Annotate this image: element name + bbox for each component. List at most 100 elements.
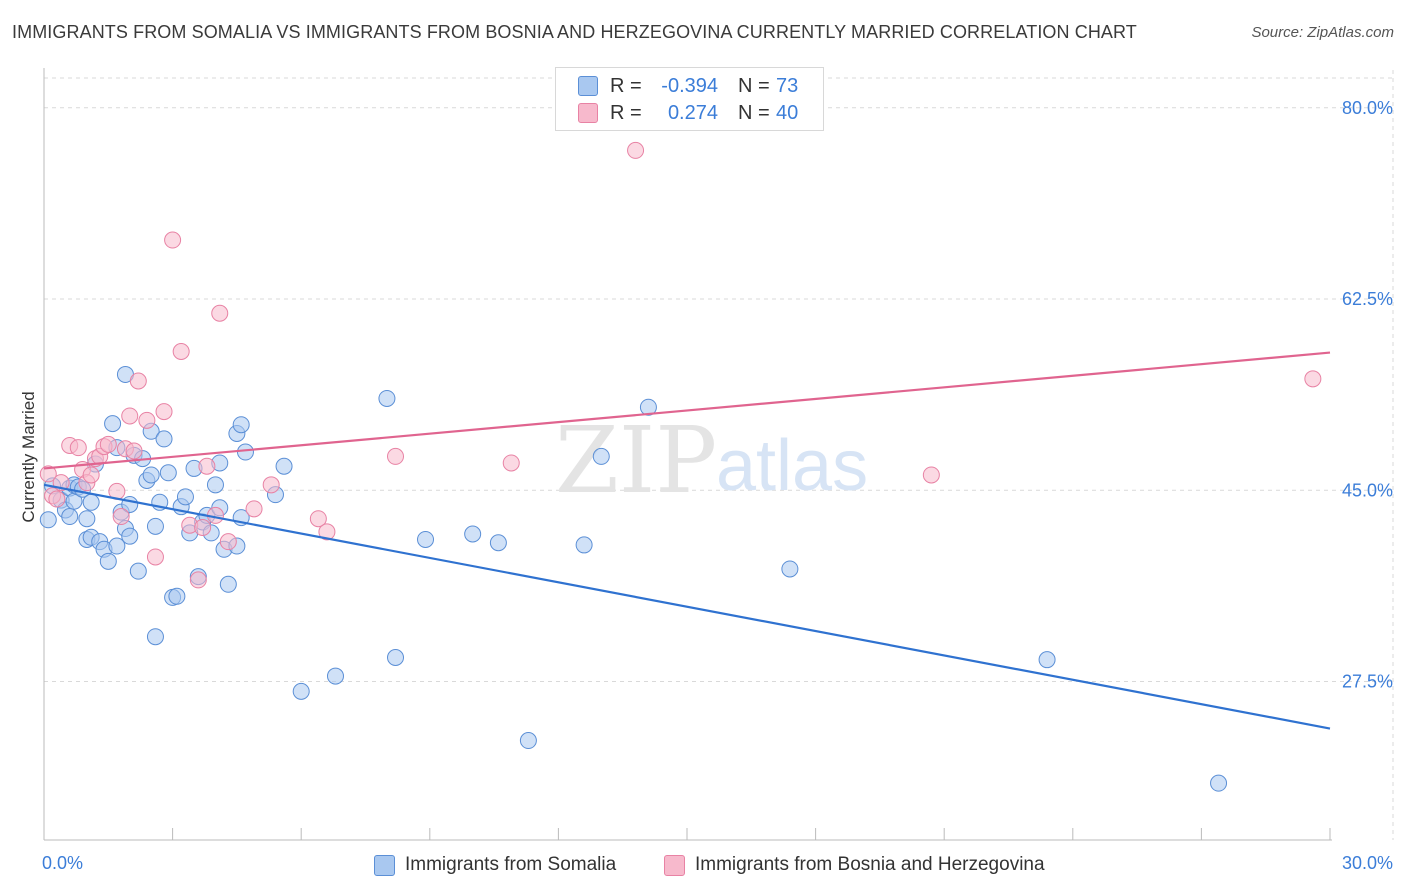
somalia-point bbox=[104, 415, 122, 433]
bosnia-point bbox=[69, 439, 87, 457]
bottom-legend-swatch-somalia bbox=[374, 854, 395, 876]
trend-lines bbox=[43, 351, 1331, 730]
somalia-point bbox=[159, 464, 177, 482]
y-tick-label: 45.0% bbox=[1342, 480, 1393, 500]
bosnia-point bbox=[164, 231, 182, 249]
legend-n-value: 40 bbox=[776, 101, 799, 124]
somalia-point bbox=[326, 667, 344, 685]
bosnia-point bbox=[138, 411, 156, 429]
somalia-point bbox=[129, 562, 147, 580]
legend-row-bosnia: R = 0.274 N = 40 bbox=[578, 100, 798, 126]
bosnia-point bbox=[1304, 370, 1322, 388]
x-tick-label: 0.0% bbox=[42, 853, 83, 873]
chart-source: Source: ZipAtlas.com bbox=[1251, 24, 1394, 41]
bosnia-point bbox=[155, 403, 173, 421]
somalia-trend-line bbox=[43, 483, 1331, 730]
bosnia-point bbox=[387, 447, 405, 465]
bosnia-point bbox=[627, 141, 645, 159]
bosnia-point bbox=[318, 523, 336, 541]
bottom-legend-bosnia: Immigrants from Bosnia and Herzegovina bbox=[664, 852, 1045, 878]
bosnia-point bbox=[39, 465, 57, 483]
bosnia-point bbox=[219, 533, 237, 551]
x-tick-label: 30.0% bbox=[1342, 853, 1393, 873]
somalia-point bbox=[489, 534, 507, 552]
legend-swatch-somalia bbox=[578, 76, 598, 96]
axes bbox=[43, 68, 1332, 841]
somalia-point bbox=[146, 517, 164, 535]
bosnia-point bbox=[125, 442, 143, 460]
somalia-point bbox=[61, 508, 79, 526]
y-tick-label: 80.0% bbox=[1342, 98, 1393, 118]
chart-title: IMMIGRANTS FROM SOMALIA VS IMMIGRANTS FR… bbox=[12, 22, 1137, 42]
legend-r-label: R = bbox=[610, 74, 642, 97]
somalia-point bbox=[639, 398, 657, 416]
y-tick-label: 27.5% bbox=[1342, 672, 1393, 692]
watermark-atlas: atlas bbox=[716, 426, 868, 506]
bosnia-point bbox=[922, 466, 940, 484]
somalia-point bbox=[82, 493, 100, 511]
bosnia-point bbox=[189, 571, 207, 589]
legend-r-value: 0.274 bbox=[667, 101, 718, 124]
somalia-point bbox=[417, 530, 435, 548]
legend-swatch-bosnia bbox=[578, 103, 598, 123]
legend-r-value: -0.394 bbox=[661, 74, 718, 97]
somalia-point bbox=[292, 682, 310, 700]
bosnia-point bbox=[194, 518, 212, 536]
y-tick-label: 62.5% bbox=[1342, 289, 1393, 309]
somalia-point bbox=[592, 447, 610, 465]
legend-n-value: 73 bbox=[776, 74, 799, 97]
legend-row-somalia: R = -0.394 N = 73 bbox=[578, 73, 798, 99]
somalia-point bbox=[121, 527, 139, 545]
bottom-legend-label-bosnia: Immigrants from Bosnia and Herzegovina bbox=[695, 854, 1045, 875]
bosnia-point bbox=[121, 407, 139, 425]
bosnia-points bbox=[39, 141, 1322, 589]
somalia-point bbox=[575, 536, 593, 554]
bosnia-point bbox=[211, 304, 229, 322]
y-axis-label: Currently Married bbox=[19, 391, 38, 522]
bottom-legend-label-somalia: Immigrants from Somalia bbox=[405, 854, 617, 875]
somalia-point bbox=[275, 457, 293, 475]
somalia-point bbox=[781, 560, 799, 578]
somalia-point bbox=[39, 511, 57, 529]
legend-n-label: N = bbox=[738, 74, 770, 97]
watermark-zip: ZIP bbox=[555, 407, 717, 514]
somalia-point bbox=[155, 430, 173, 448]
somalia-point bbox=[519, 732, 537, 750]
somalia-point bbox=[146, 628, 164, 646]
somalia-point bbox=[168, 587, 186, 605]
bosnia-point bbox=[245, 500, 263, 518]
somalia-point bbox=[464, 525, 482, 543]
bosnia-point bbox=[309, 510, 327, 528]
x-tick-labels: 0.0% 30.0% bbox=[42, 853, 1393, 873]
bottom-legend-somalia: Immigrants from Somalia bbox=[374, 852, 616, 878]
somalia-point bbox=[219, 575, 237, 593]
bosnia-point bbox=[99, 435, 117, 453]
somalia-point bbox=[99, 552, 117, 570]
legend-r-label: R = bbox=[610, 101, 642, 124]
somalia-point bbox=[1038, 651, 1056, 669]
somalia-point bbox=[387, 648, 405, 666]
bosnia-point bbox=[502, 454, 520, 472]
bosnia-point bbox=[48, 490, 66, 508]
bosnia-point bbox=[262, 476, 280, 494]
bosnia-point bbox=[172, 342, 190, 360]
somalia-point bbox=[78, 510, 96, 528]
watermark: ZIP atlas bbox=[555, 407, 868, 514]
bottom-legend-swatch-bosnia bbox=[664, 854, 685, 876]
bosnia-point bbox=[146, 548, 164, 566]
bosnia-point bbox=[82, 466, 100, 484]
bosnia-point bbox=[198, 457, 216, 475]
somalia-point bbox=[108, 537, 126, 555]
legend-n-label: N = bbox=[738, 101, 770, 124]
somalia-point bbox=[378, 389, 396, 407]
somalia-point bbox=[142, 466, 160, 484]
somalia-point bbox=[206, 476, 224, 494]
somalia-point bbox=[232, 416, 250, 434]
bosnia-point bbox=[112, 508, 130, 526]
somalia-point bbox=[1210, 774, 1228, 792]
bosnia-point bbox=[129, 372, 147, 390]
somalia-point bbox=[236, 443, 254, 461]
bosnia-trend-line bbox=[43, 351, 1331, 470]
somalia-point bbox=[176, 488, 194, 506]
